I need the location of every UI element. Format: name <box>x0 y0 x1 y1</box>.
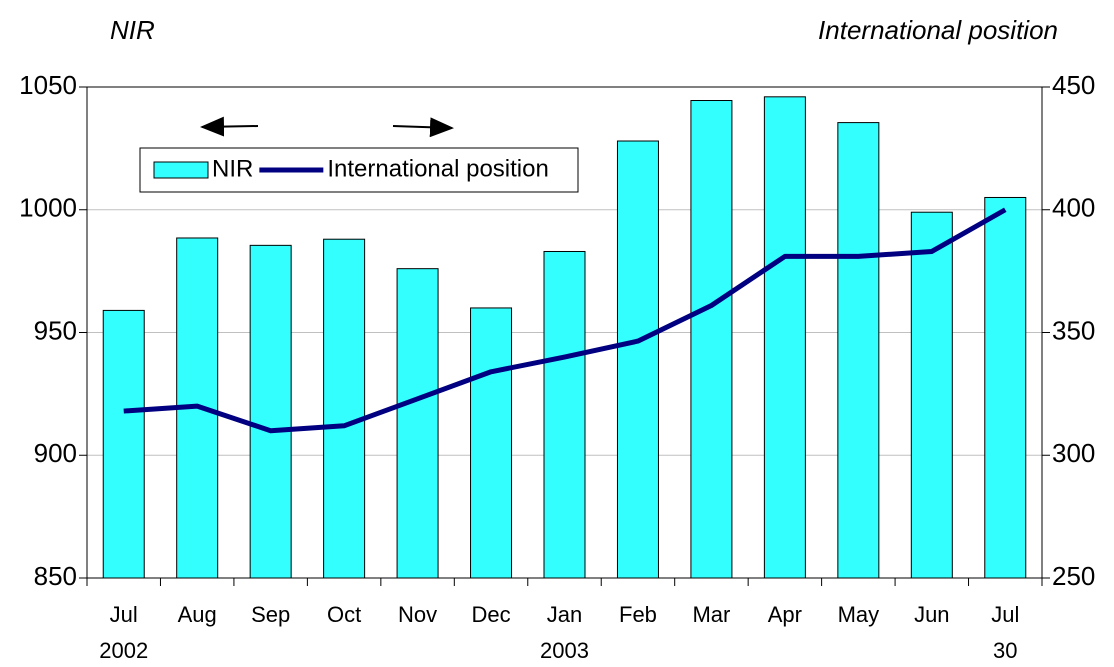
arrow-right <box>392 117 454 138</box>
y-tick-label: 1050 <box>19 70 77 100</box>
bar <box>396 268 439 579</box>
legend-swatch <box>153 161 209 179</box>
y-tick-label: 1000 <box>19 193 77 223</box>
x-tick-label: May <box>838 602 880 627</box>
bar <box>543 250 586 579</box>
bar <box>690 100 733 579</box>
x-tick-label: Jul <box>991 602 1019 627</box>
legend-label: NIR <box>212 155 253 182</box>
line <box>123 207 1007 434</box>
y2-tick-label: 400 <box>1052 193 1095 223</box>
x-tick-label: Mar <box>692 602 730 627</box>
bar <box>837 122 880 579</box>
bar <box>616 140 659 579</box>
legend-label: International position <box>327 155 548 182</box>
x-tick-label: 2002 <box>99 638 148 662</box>
x-tick-label: Oct <box>327 602 361 627</box>
legend: NIR International position <box>139 147 579 193</box>
bar <box>763 96 806 579</box>
x-tick-label: Feb <box>619 602 657 627</box>
bar <box>470 307 513 579</box>
bar <box>323 238 366 579</box>
bar <box>102 309 145 579</box>
y2-tick-label: 450 <box>1052 70 1095 100</box>
x-tick-label: Nov <box>398 602 437 627</box>
bar <box>249 244 292 579</box>
y-tick-label: 850 <box>34 561 77 591</box>
y2-axis-title: International position <box>818 15 1058 45</box>
legend-box <box>139 147 579 193</box>
arrow-left <box>200 116 259 137</box>
x-tick-label: Aug <box>178 602 217 627</box>
y-tick-label: 900 <box>34 438 77 468</box>
x-tick-label: Jul <box>110 602 138 627</box>
y2-tick-label: 250 <box>1052 561 1095 591</box>
y2-tick-label: 300 <box>1052 438 1095 468</box>
y-tick-label: 950 <box>34 315 77 345</box>
x-tick-label: Dec <box>471 602 510 627</box>
x-tick-label: Jun <box>914 602 949 627</box>
bar <box>910 211 953 579</box>
x-tick-label: 30 <box>993 638 1017 662</box>
bar <box>984 196 1027 579</box>
x-tick-label: Jan <box>547 602 582 627</box>
x-tick-label: Apr <box>768 602 802 627</box>
x-tick-label: Sep <box>251 602 290 627</box>
y-axis-title: NIR <box>110 15 155 45</box>
x-tick-label: 2003 <box>540 638 589 662</box>
y2-tick-label: 350 <box>1052 315 1095 345</box>
